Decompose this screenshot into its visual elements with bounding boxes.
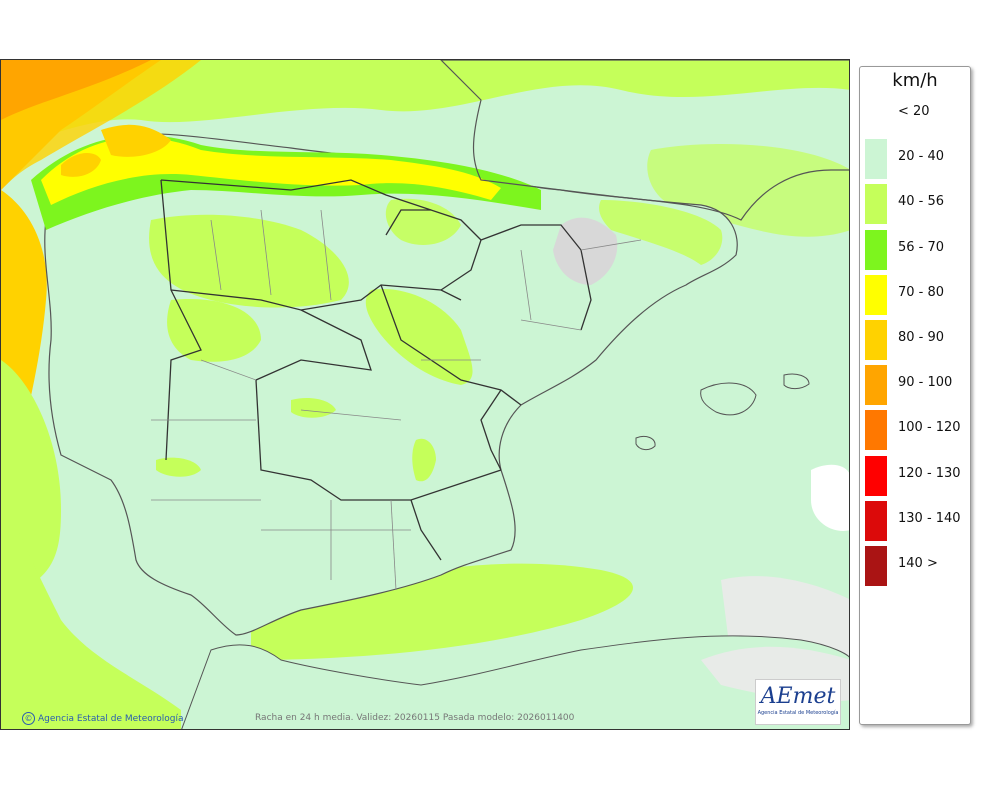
legend-label: 130 - 140 xyxy=(898,510,961,526)
legend-label: 20 - 40 xyxy=(898,149,945,165)
legend-swatch xyxy=(865,455,887,496)
legend-item: 140 > xyxy=(865,546,969,586)
north-africa xyxy=(181,635,849,729)
legend-panel: km/h < 20 20 - 40 40 - 56 56 - 70 70 - 80 80 … xyxy=(859,66,971,725)
legend-label: < 20 xyxy=(898,104,930,119)
province-borders xyxy=(151,209,642,591)
legend-label: 70 - 80 xyxy=(898,284,945,300)
logo-text: AEmet xyxy=(760,684,836,709)
aemet-logo: AEmet Agencia Estatal de Meteorología xyxy=(755,679,841,725)
legend-item: < 20 xyxy=(865,94,969,134)
legend-unit: km/h xyxy=(892,70,938,91)
region-borders xyxy=(160,179,592,561)
legend-label: 100 - 120 xyxy=(898,420,961,436)
legend-item: 120 - 130 xyxy=(865,455,969,496)
legend-item: 20 - 40 xyxy=(865,139,969,180)
legend-label: 56 - 70 xyxy=(898,239,945,255)
copyright-icon: © xyxy=(22,712,35,725)
legend-label: 120 - 130 xyxy=(898,465,961,481)
france-border xyxy=(440,60,849,221)
legend-item: 130 - 140 xyxy=(865,500,969,541)
legend-item: 90 - 100 xyxy=(865,365,969,406)
legend-label: 40 - 56 xyxy=(898,194,945,210)
credit-line: © Agencia Estatal de Meteorología xyxy=(22,712,184,725)
credit-text: Agencia Estatal de Meteorología xyxy=(38,714,184,724)
legend-item: 40 - 56 xyxy=(865,184,969,225)
legend-item: 100 - 120 xyxy=(865,410,969,451)
ibiza xyxy=(635,435,656,451)
legend-swatch xyxy=(865,229,887,270)
cantabrian-yellow-band xyxy=(41,137,501,205)
mallorca xyxy=(700,382,757,416)
legend-swatch xyxy=(865,365,887,406)
legend-swatch xyxy=(865,320,887,360)
legend-swatch xyxy=(865,274,887,315)
map-canvas xyxy=(1,60,849,729)
validity-text: Racha en 24 h media. Validez: 20260115 P… xyxy=(255,713,575,723)
alboran-band xyxy=(251,563,634,660)
legend-item: 56 - 70 xyxy=(865,229,969,270)
legend-label: 140 > xyxy=(898,556,938,571)
legend-swatch xyxy=(865,500,887,541)
legend-swatch xyxy=(865,410,887,451)
menorca xyxy=(783,373,810,390)
wind-gust-map xyxy=(0,59,850,730)
bay-of-biscay-band xyxy=(1,60,849,150)
legend-swatch xyxy=(865,94,887,134)
legend-label: 90 - 100 xyxy=(898,375,953,391)
legend-swatch xyxy=(865,546,887,586)
legend-label: 80 - 90 xyxy=(898,330,945,345)
legend-swatch xyxy=(865,184,887,225)
logo-subtext: Agencia Estatal de Meteorología xyxy=(757,710,839,716)
legend-swatch xyxy=(865,139,887,180)
atlantic-high-gust-zone xyxy=(1,60,161,190)
legend-item: 80 - 90 xyxy=(865,320,969,360)
legend-item: 70 - 80 xyxy=(865,274,969,315)
